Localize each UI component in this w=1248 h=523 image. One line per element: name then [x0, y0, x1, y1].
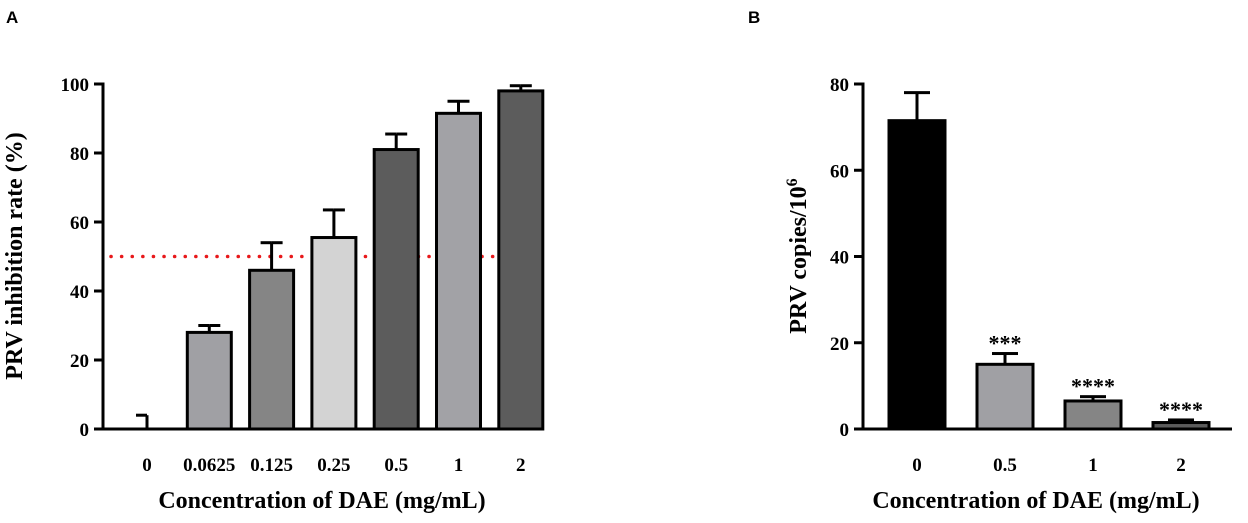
y-axis-title-superscript: 6 [784, 178, 801, 186]
bar [248, 268, 296, 431]
y-tick-label: 20 [70, 351, 89, 372]
bar [185, 330, 233, 431]
error-bar-cap-right [147, 415, 158, 429]
panel-b-letter: B [748, 8, 760, 27]
x-tick-label: 2 [516, 455, 526, 476]
x-tick-label: 2 [1176, 455, 1186, 476]
y-axis-title: PRV inhibition rate (%) [2, 132, 28, 379]
x-axis-title: Concentration of DAE (mg/mL) [158, 488, 485, 514]
bar [1151, 421, 1211, 431]
y-axis-title: PRV copies/106 [784, 178, 812, 333]
x-tick-label: 1 [454, 455, 464, 476]
bar [310, 236, 358, 431]
y-tick-label: 80 [70, 144, 89, 165]
bar [1063, 399, 1123, 431]
x-tick-label: 0.5 [993, 455, 1017, 476]
y-tick-label: 60 [70, 213, 89, 234]
bar [435, 111, 482, 431]
x-tick-label: 1 [1088, 455, 1098, 476]
y-tick-label: 0 [840, 420, 850, 441]
panel-a-letter: A [6, 8, 18, 27]
y-tick-label: 40 [830, 248, 849, 269]
y-tick-label: 60 [830, 161, 849, 182]
significance-label: *** [989, 331, 1022, 356]
panel-a-chart: 0 20 40 60 80 100 0 0.0625 0.125 0.25 0.5 1 2 Concent… [2, 75, 545, 514]
bar [372, 148, 420, 431]
x-tick-label: 0.125 [250, 455, 293, 476]
y-tick-label: 20 [830, 334, 849, 355]
bar [887, 119, 947, 431]
panel-b-chart: 0 20 40 60 80 0 0.5 *** 1 **** 2 **** Concentration … [784, 75, 1232, 514]
bar [975, 362, 1035, 431]
bar [497, 89, 545, 431]
x-tick-label: 0 [912, 455, 922, 476]
x-tick-label: 0.0625 [183, 455, 235, 476]
y-tick-label: 40 [70, 282, 89, 303]
y-tick-label: 80 [830, 75, 849, 96]
x-tick-label: 0 [142, 455, 152, 476]
significance-label: **** [1159, 397, 1203, 422]
x-tick-label: 0.25 [317, 455, 350, 476]
significance-label: **** [1071, 374, 1115, 399]
y-tick-label: 100 [61, 75, 90, 96]
x-tick-label: 0.5 [384, 455, 408, 476]
x-axis-title: Concentration of DAE (mg/mL) [872, 488, 1199, 514]
y-tick-label: 0 [80, 420, 90, 441]
